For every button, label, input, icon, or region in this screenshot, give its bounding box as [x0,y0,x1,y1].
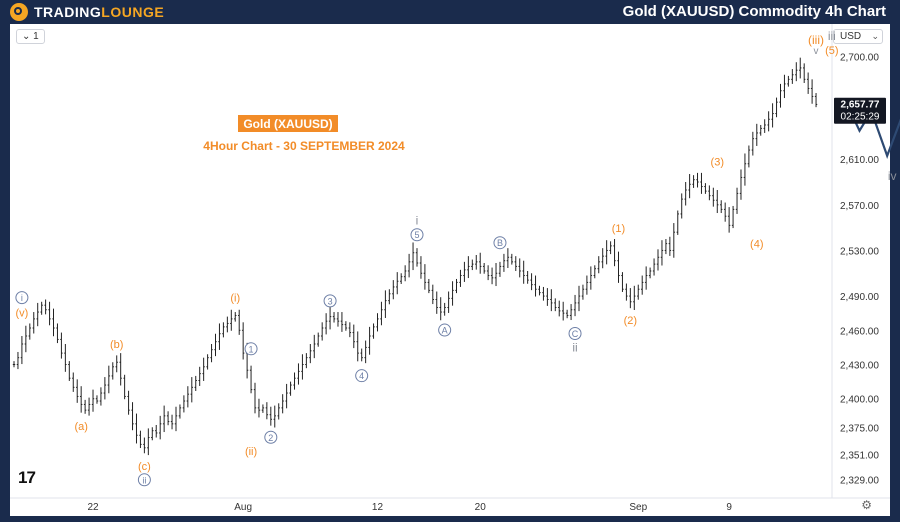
wave-label: 2 [268,433,273,443]
wave-marker-circle [355,369,369,383]
wave-label: (ii) [245,446,257,458]
wave-label: (v) [15,308,28,320]
currency-select[interactable]: USD ⌄ [833,29,883,44]
last-price-tag [834,97,886,124]
y-tick-label: 2,530.00 [840,246,879,257]
wave-marker-circle [323,294,337,308]
tradingview-logo-icon: 17 [18,468,36,487]
y-tick-label: 2,460.00 [840,326,879,337]
wave-marker-circle [438,323,452,337]
wave-label: i [416,214,419,228]
wave-label: (1) [612,223,625,235]
x-tick-label: Aug [234,502,252,513]
y-tick-label: 2,400.00 [840,395,879,406]
wave-label: (5) [825,45,838,57]
wave-label: 1 [249,344,254,354]
y-tick-label: 2,700.00 [840,53,879,64]
wave-label: (i) [230,292,240,304]
annotation-title: Gold (XAUUSD) [243,117,332,131]
wave-marker-circle [15,291,29,305]
wave-label: 3 [328,296,333,306]
wave-label-v-top: v [814,46,819,57]
wave-marker-circle [568,326,582,340]
wave-label: ii [572,340,577,354]
annotation-title-box [238,115,338,132]
wave-label: C [572,329,579,339]
wave-label: iii [828,29,836,43]
wave-label: B [497,238,503,248]
wave-marker-circle [244,342,258,356]
wave-label: (a) [74,421,87,433]
x-tick-label: 20 [475,502,487,513]
wave-label: (c) [138,461,151,473]
logo-mark-icon [10,3,28,21]
y-tick-label: 2,430.00 [840,361,879,372]
y-tick-label: 2,329.00 [840,476,879,487]
wave-label: 4 [359,371,364,381]
wave-label-iv: iv [888,169,897,183]
y-tick-label: 2,490.00 [840,292,879,303]
brand-logo: TRADINGLOUNGE [10,2,164,22]
wave-label-iii-top: (iii) [808,33,824,47]
wave-label: (4) [750,238,763,250]
x-tick-label: 22 [87,502,99,513]
wave-label: A [442,326,448,336]
chevron-down-icon: ⌄ [22,31,31,42]
wave-marker-circle [493,236,507,250]
wave-label: (3) [711,157,724,169]
projection-path [846,105,900,159]
y-tick-label: 2,351.00 [840,451,879,462]
wave-marker-circle [410,228,424,242]
wave-marker-circle [137,473,151,487]
wave-label: 5 [414,230,419,240]
y-tick-label: 2,610.00 [840,155,879,166]
last-price: 2,657.77 [841,100,880,111]
y-tick-label: 2,570.00 [840,201,879,212]
interval-badge[interactable]: ⌄ 1 [16,29,45,44]
wave-marker-circle [264,430,278,444]
x-tick-label: 9 [726,502,732,513]
countdown: 02:25:29 [841,112,880,123]
chevron-down-icon: ⌄ [871,31,879,41]
wave-label: (b) [110,339,123,351]
gear-icon[interactable]: ⚙ [861,498,872,512]
header-bar: TRADINGLOUNGE Gold (XAUUSD) Commodity 4h… [0,0,900,24]
chart-title: Gold (XAUUSD) Commodity 4h Chart [622,3,886,20]
logo-text: TRADINGLOUNGE [34,4,165,20]
x-tick-label: 12 [372,502,384,513]
y-tick-label: 2,375.00 [840,423,879,434]
wave-label: (2) [624,315,637,327]
x-tick-label: Sep [629,502,647,513]
wave-label: ii [142,475,146,485]
annotation-subtitle: 4Hour Chart - 30 SEPTEMBER 2024 [203,139,405,153]
wave-label: i [21,293,23,303]
